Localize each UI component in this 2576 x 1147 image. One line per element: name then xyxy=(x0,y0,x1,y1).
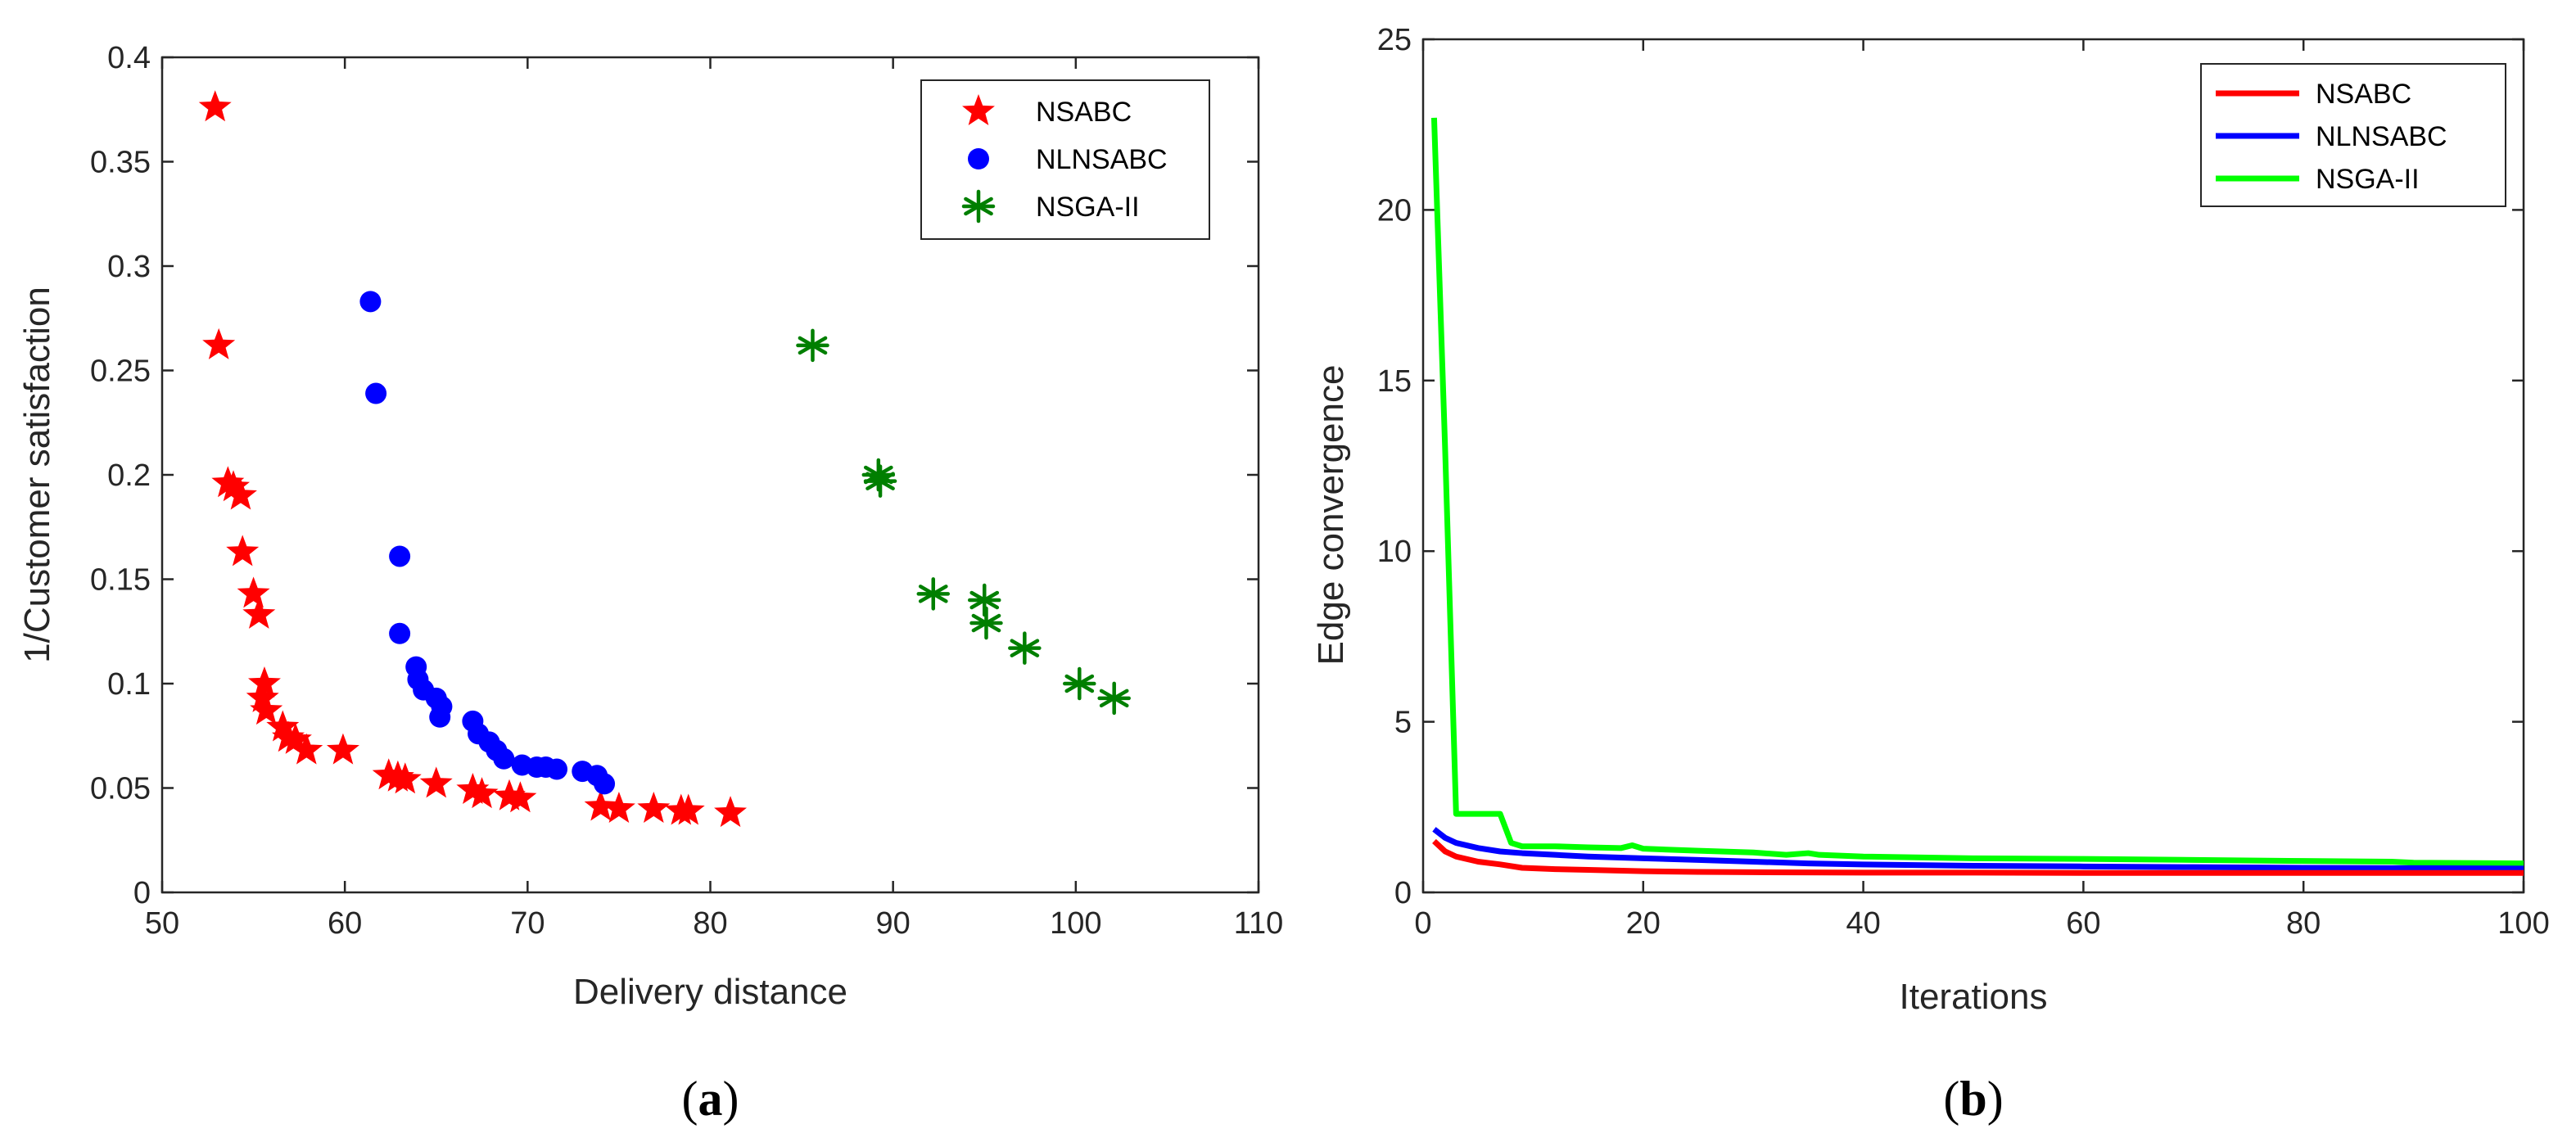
scatter-x-tick-label: 90 xyxy=(876,906,911,941)
scatter-x-tick-label: 80 xyxy=(693,906,727,941)
scatter-y-tick-label: 0 xyxy=(133,876,151,910)
scatter-point-nsabc xyxy=(198,90,232,122)
scatter-y-tick-label: 0.1 xyxy=(107,667,151,702)
line-caption-letter: b xyxy=(1959,1072,1986,1126)
scatter-point-nlnsabc xyxy=(546,758,568,780)
line-x-tick-label: 60 xyxy=(2066,906,2100,941)
line-axes: 0 20 40 60 80 100 0 5 10 15 20 25 xyxy=(1377,23,2550,941)
line-y-axis-label: Edge convergence xyxy=(1311,365,1351,666)
scatter-y-tick-label: 0.3 xyxy=(107,250,151,284)
scatter-legend-label: NSABC xyxy=(1036,97,1132,128)
scatter-point-nsabc xyxy=(326,733,359,765)
scatter-point-nsabc xyxy=(671,793,705,825)
scatter-point-nsabc xyxy=(290,733,323,765)
scatter-point-nsabc xyxy=(246,680,279,712)
scatter-markers xyxy=(198,90,1131,828)
line-series xyxy=(1430,117,2524,876)
line-x-tick-label: 80 xyxy=(2286,906,2321,941)
scatter-legend-marker xyxy=(962,94,995,125)
scatter-point-nsga-ii xyxy=(1097,681,1131,716)
scatter-y-tick-label: 0.15 xyxy=(90,563,151,598)
scatter-y-axis-label: 1/Customer satisfaction xyxy=(17,287,57,663)
scatter-point-nsga-ii xyxy=(1063,666,1096,701)
line-y-tick-label: 10 xyxy=(1377,535,1412,569)
scatter-point-nsga-ii xyxy=(796,328,829,363)
scatter-point-nsabc xyxy=(504,781,537,813)
scatter-point-nsabc xyxy=(237,576,270,608)
line-x-tick-label: 20 xyxy=(1626,906,1661,941)
scatter-point-nsabc xyxy=(250,693,283,725)
scatter-panel: 50 60 70 80 90 100 110 0 0.05 0.1 0.15 0.2 0.25 0.3 0.… xyxy=(17,41,1283,1126)
scatter-point-nlnsabc xyxy=(365,382,387,404)
scatter-point-nsga-ii xyxy=(1008,631,1042,665)
line-x-tick-label: 100 xyxy=(2497,906,2549,941)
scatter-y-tick-label: 0.05 xyxy=(90,772,151,806)
scatter-x-axis-label: Delivery distance xyxy=(573,972,847,1012)
scatter-point-nsabc xyxy=(248,666,281,698)
scatter-point-nsabc xyxy=(456,773,490,805)
scatter-point-nsabc xyxy=(388,762,422,794)
scatter-x-tick-label: 100 xyxy=(1050,906,1101,941)
scatter-legend-marker xyxy=(961,189,996,224)
line-y-tick-label: 0 xyxy=(1394,876,1412,910)
scatter-y-tick-label: 0.25 xyxy=(90,354,151,389)
scatter-point-nlnsabc xyxy=(594,773,616,795)
scatter-legend-label: NSGA-II xyxy=(1036,192,1140,223)
scatter-point-nsabc xyxy=(202,327,236,359)
scatter-point-nsabc xyxy=(419,766,453,798)
scatter-y-tick-label: 0.4 xyxy=(107,41,151,75)
scatter-point-nlnsabc xyxy=(389,622,411,644)
line-series-nsga-ii xyxy=(1430,117,2524,867)
scatter-point-nsabc xyxy=(637,792,671,823)
line-y-tick-label: 15 xyxy=(1377,364,1412,399)
line-y-tick-label: 5 xyxy=(1394,706,1412,740)
scatter-point-nsga-ii xyxy=(916,577,951,611)
scatter-point-nsabc xyxy=(465,777,499,809)
line-caption: (b) xyxy=(1943,1072,2003,1126)
line-legend: NSABC NLNSABC NSGA-II xyxy=(2200,63,2506,207)
scatter-point-nlnsabc xyxy=(389,545,411,567)
line-series-nlnsabc xyxy=(1432,827,2524,872)
scatter-caption-letter: a xyxy=(698,1072,723,1126)
scatter-point-nsga-ii xyxy=(969,606,1003,640)
scatter-x-tick-label: 110 xyxy=(1234,906,1284,941)
scatter-legend: NSABC NLNSABC NSGA-II xyxy=(920,79,1210,240)
scatter-point-nsabc xyxy=(584,789,617,821)
line-y-tick-label: 20 xyxy=(1377,193,1412,228)
scatter-y-tick-label: 0.2 xyxy=(107,458,151,493)
scatter-point-nsabc xyxy=(217,470,251,502)
line-panel: 0 20 40 60 80 100 0 5 10 15 20 25 NSABC NLNSABC NSGA-… xyxy=(1311,23,2550,1126)
scatter-point-nsabc xyxy=(226,535,260,567)
scatter-x-tick-label: 70 xyxy=(510,906,545,941)
line-y-tick-label: 25 xyxy=(1377,23,1412,57)
scatter-point-nsabc xyxy=(242,597,276,629)
scatter-point-nlnsabc xyxy=(493,747,515,770)
line-x-tick-label: 40 xyxy=(1846,906,1880,941)
line-legend-label: NSABC xyxy=(2316,79,2411,110)
scatter-point-nsabc xyxy=(211,466,245,498)
line-x-axis-label: Iterations xyxy=(1900,977,2048,1017)
scatter-x-tick-label: 60 xyxy=(328,906,362,941)
scatter-point-nlnsabc xyxy=(359,291,382,313)
line-legend-label: NSGA-II xyxy=(2316,164,2420,195)
scatter-legend-marker xyxy=(968,148,989,169)
scatter-caption: (a) xyxy=(682,1072,739,1126)
scatter-point-nsabc xyxy=(714,796,748,828)
scatter-x-tick-label: 50 xyxy=(145,906,179,941)
scatter-legend-label: NLNSABC xyxy=(1036,144,1168,175)
line-series-nsabc xyxy=(1432,838,2524,876)
scatter-point-nsabc xyxy=(278,722,312,754)
scatter-point-nlnsabc xyxy=(429,706,451,728)
scatter-point-nsga-ii xyxy=(863,464,897,498)
line-x-tick-label: 0 xyxy=(1414,906,1431,941)
line-legend-label: NLNSABC xyxy=(2316,121,2447,152)
scatter-point-nsabc xyxy=(224,478,257,510)
line-plot-box xyxy=(1421,38,2525,894)
scatter-axes: 50 60 70 80 90 100 110 0 0.05 0.1 0.15 0.2 0.25 0.3 0.… xyxy=(90,41,1283,941)
scatter-point-nsabc xyxy=(266,710,300,742)
scatter-y-tick-label: 0.35 xyxy=(90,146,151,180)
scatter-point-nsabc xyxy=(602,792,635,823)
